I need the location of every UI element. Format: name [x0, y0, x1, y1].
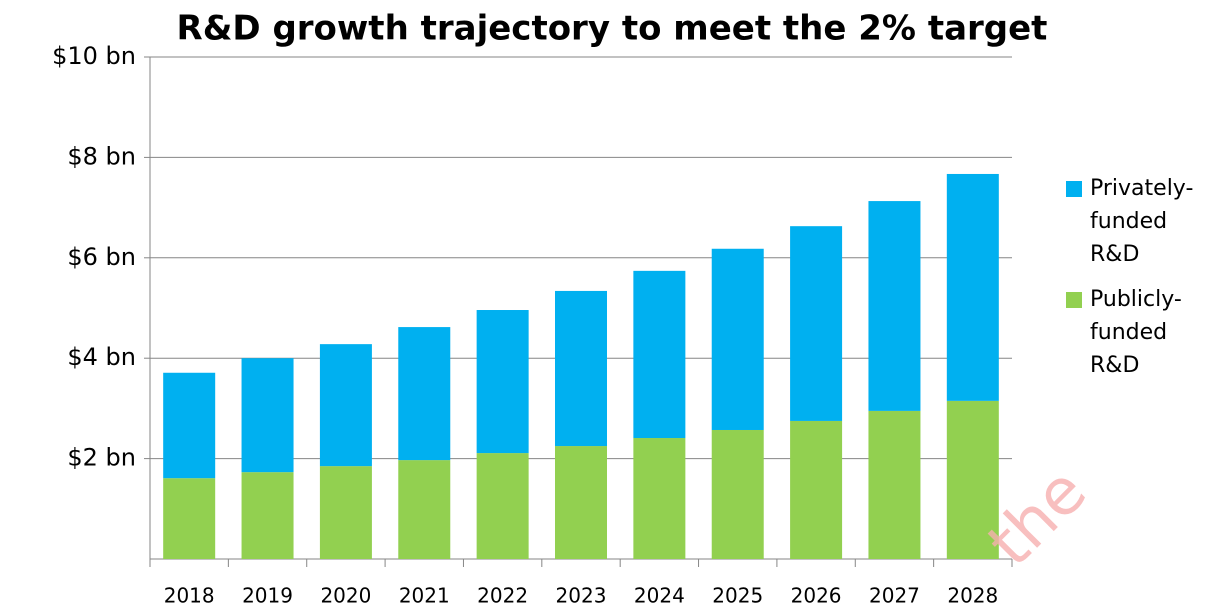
bar-segment: [633, 438, 686, 559]
bar-segment: [319, 466, 372, 559]
y-tick-label: $8 bn: [67, 142, 136, 170]
bar-segment: [241, 472, 294, 559]
bar-segment: [711, 429, 764, 559]
legend-swatch: [1066, 181, 1082, 197]
y-tick-label: $6 bn: [67, 243, 136, 271]
bar-segment: [946, 400, 999, 559]
x-tick-label: 2024: [634, 584, 685, 608]
x-tick-label: 2020: [320, 584, 371, 608]
bar-segment: [868, 201, 921, 411]
bar-segment: [790, 420, 843, 559]
bar-segment: [555, 290, 607, 447]
y-tick-label: $10 bn: [52, 42, 136, 70]
x-tick-label: 2023: [556, 584, 607, 608]
x-tick-label: 2026: [791, 584, 842, 608]
bar-segment: [946, 173, 999, 401]
legend-swatch: [1066, 292, 1082, 308]
bar-segment: [163, 372, 216, 479]
legend-item: Privately-funded R&D: [1066, 172, 1194, 271]
chart-title: R&D growth trajectory to meet the 2% tar…: [177, 9, 1048, 49]
bar-segment: [319, 344, 372, 467]
legend-item: Publicly-funded R&D: [1066, 283, 1190, 382]
legend-label: Privately-funded R&D: [1090, 176, 1194, 267]
bar-segment: [476, 310, 529, 454]
bar-segment: [398, 327, 451, 461]
bar-segment: [711, 248, 764, 430]
y-tick-label: $4 bn: [67, 343, 136, 371]
y-tick-label: $2 bn: [67, 444, 136, 472]
bar-segment: [633, 270, 686, 439]
bar-segment: [790, 226, 843, 421]
bar-segment: [476, 453, 529, 559]
bar-segment: [868, 410, 921, 559]
bar-segment: [163, 478, 216, 559]
bar-segment: [241, 358, 294, 473]
legend: Privately-funded R&D Publicly-funded R&D: [1066, 172, 1216, 394]
bar-segment: [555, 446, 607, 559]
x-tick-label: 2027: [869, 584, 920, 608]
x-tick-label: 2019: [242, 584, 293, 608]
x-tick-label: 2021: [399, 584, 450, 608]
x-tick-label: 2022: [477, 584, 528, 608]
bar-segment: [398, 460, 451, 559]
x-tick-label: 2018: [164, 584, 215, 608]
x-tick-label: 2028: [947, 584, 998, 608]
x-tick-label: 2025: [712, 584, 763, 608]
legend-label: Publicly-funded R&D: [1090, 287, 1182, 378]
